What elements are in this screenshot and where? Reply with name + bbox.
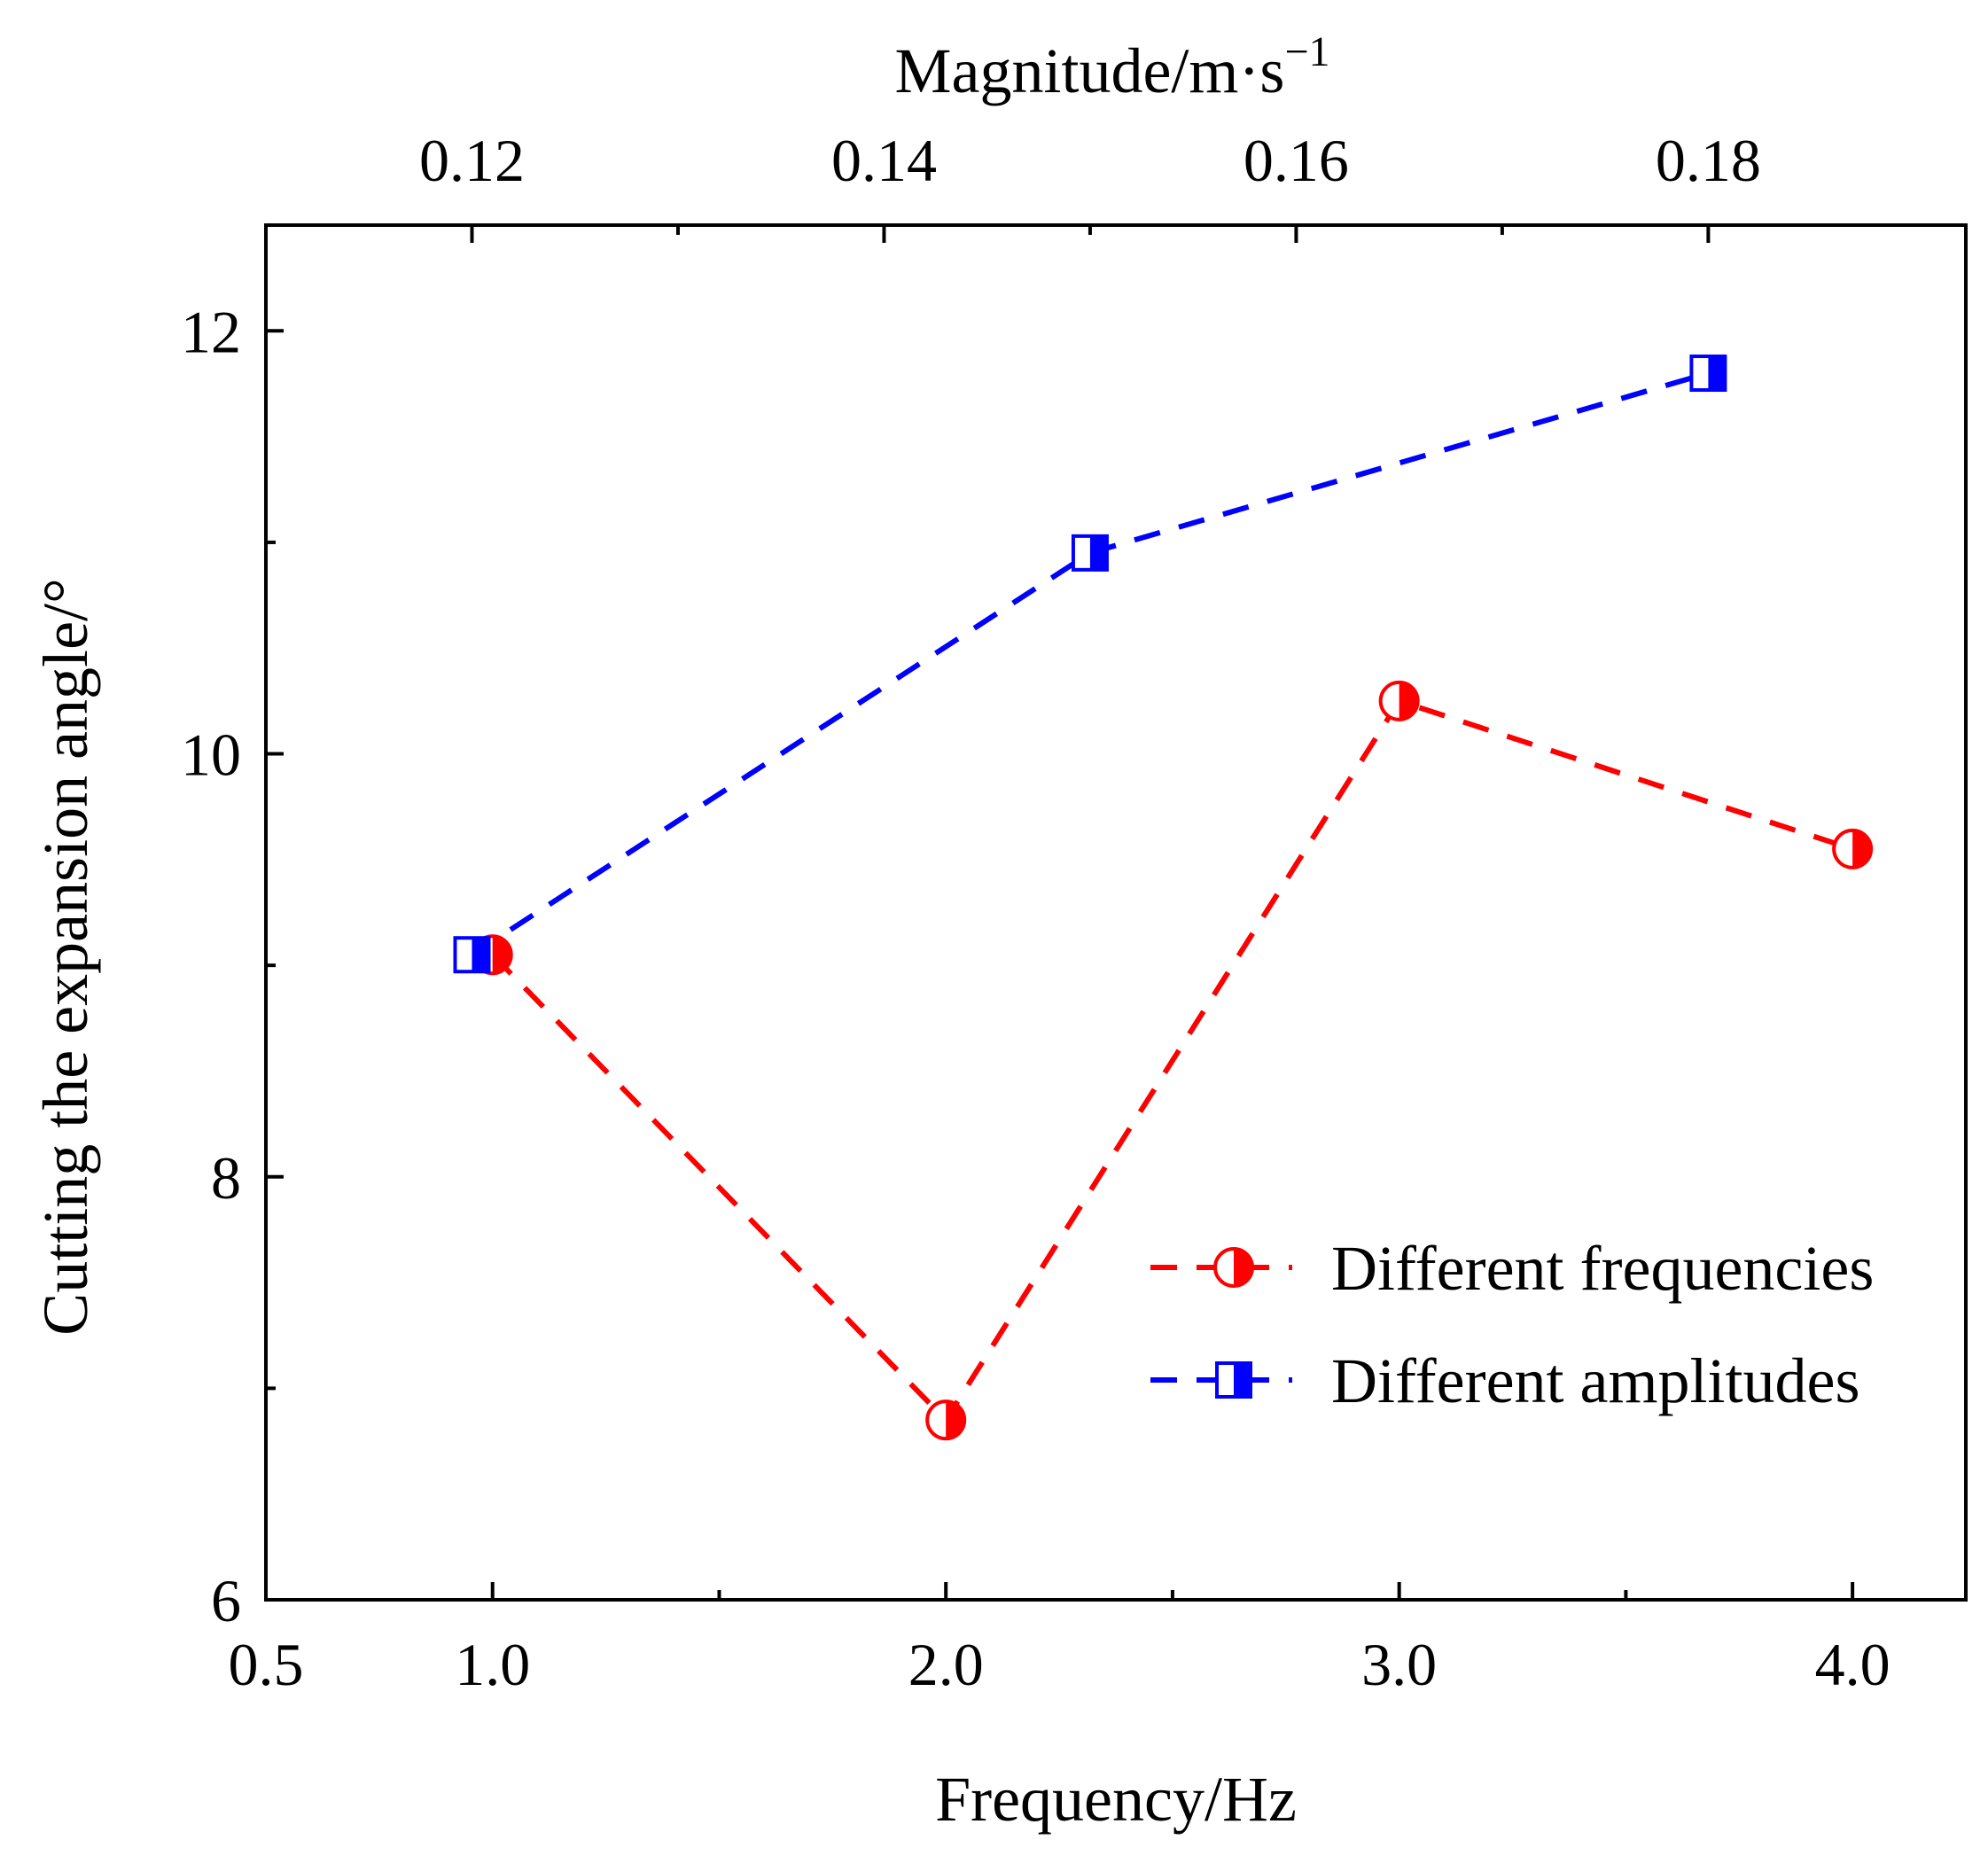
x-tick-label: 0.5 <box>229 1631 304 1698</box>
data-point-frequency <box>1832 828 1874 869</box>
data-point-frequency <box>1378 680 1420 721</box>
top-axis-title-text: Magnitude/m·s <box>894 35 1284 106</box>
data-point-amplitude <box>453 936 491 974</box>
top-tick-label: 0.14 <box>831 127 937 194</box>
x-tick-label: 2.0 <box>908 1631 984 1698</box>
top-axis-title-superscript: −1 <box>1284 28 1329 75</box>
legend-marker-circle <box>1213 1247 1254 1288</box>
series-line-different-frequencies <box>490 698 1854 1424</box>
data-point-amplitude <box>1689 355 1727 393</box>
legend-label-different-frequencies: Different frequencies <box>1331 1233 1874 1304</box>
x-tick-label: 1.0 <box>455 1631 530 1698</box>
top-tick-label: 0.12 <box>419 127 525 194</box>
top-axis-title: Magnitude/m·s−1 <box>894 28 1329 106</box>
y-tick-label: 12 <box>181 298 241 365</box>
x-tick-label: 4.0 <box>1815 1631 1891 1698</box>
legend-entry-different-amplitudes <box>1150 1361 1292 1399</box>
x-tick-label: 3.0 <box>1361 1631 1437 1698</box>
y-tick-label: 6 <box>211 1567 241 1634</box>
data-point-frequency <box>925 1399 967 1441</box>
legend-label-different-amplitudes: Different amplitudes <box>1331 1345 1860 1416</box>
top-tick-label: 0.16 <box>1243 127 1349 194</box>
plot-frame <box>264 223 1968 1602</box>
y-tick-label: 10 <box>181 721 241 789</box>
series-line-different-amplitudes <box>470 370 1710 957</box>
legend-marker-square <box>1215 1361 1252 1399</box>
legend-entry-different-frequencies <box>1150 1247 1292 1288</box>
tick-labels-layer: 0.5 1.0 2.0 3.0 4.0 0.12 0.14 0.16 0.18 6 8 10 12 <box>181 127 1891 1698</box>
y-tick-label: 8 <box>211 1144 241 1212</box>
series-layer <box>453 355 1874 1441</box>
legend: Different frequencies Different amplitud… <box>1150 1233 1874 1416</box>
data-point-amplitude <box>1071 534 1109 572</box>
y-axis-title: Cutting the expansion angle/° <box>30 578 101 1336</box>
top-tick-label: 0.18 <box>1656 127 1761 194</box>
x-axis-title: Frequency/Hz <box>935 1764 1297 1835</box>
